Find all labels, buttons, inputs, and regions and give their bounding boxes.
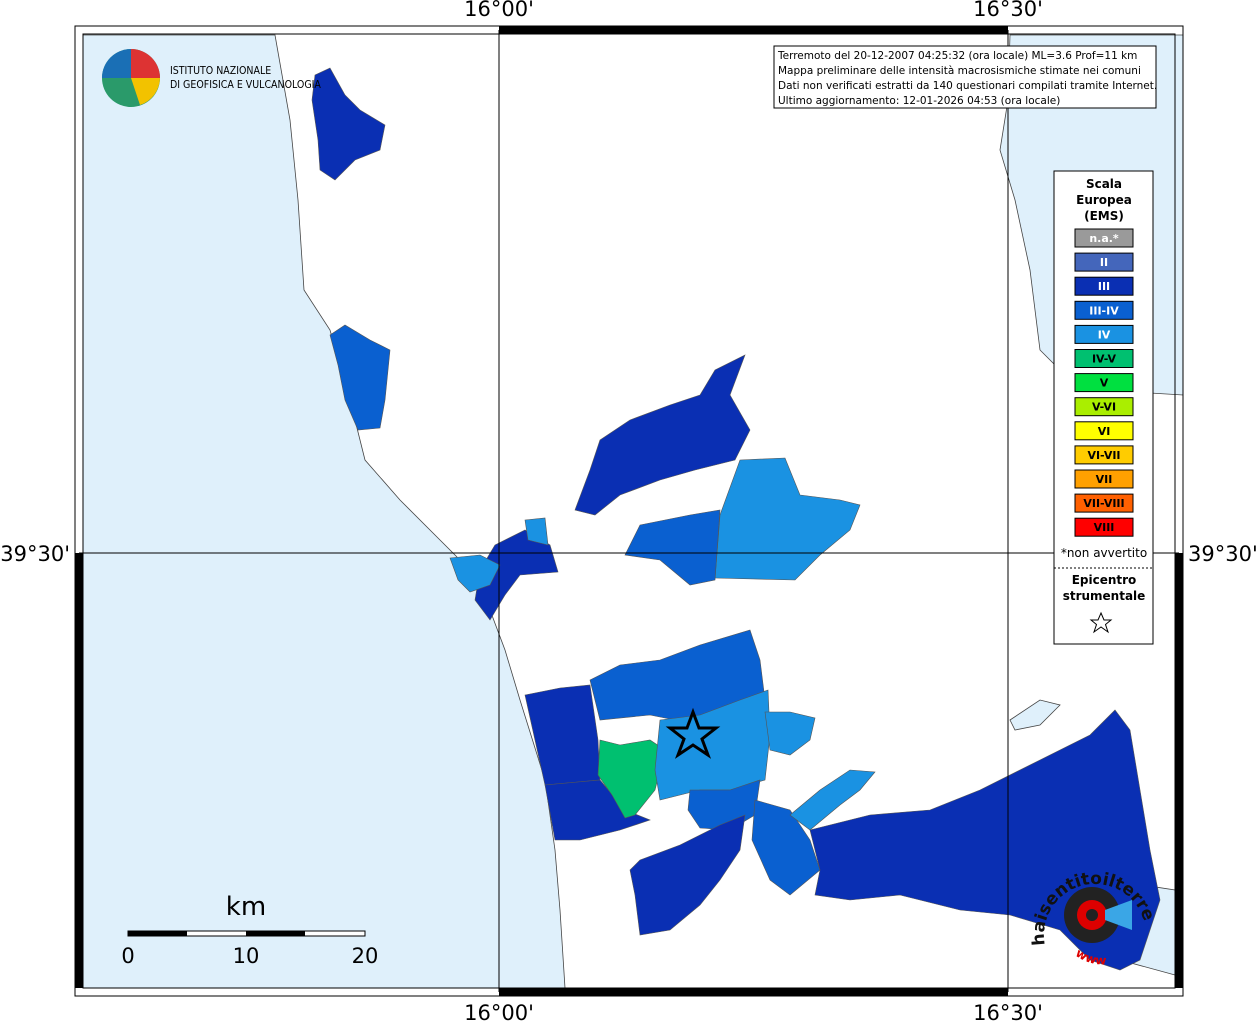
logo-segment	[131, 78, 160, 105]
watermark-target	[1086, 909, 1098, 921]
watermark-horn	[1105, 900, 1132, 930]
frame	[74, 25, 1184, 997]
legend-swatch	[1074, 397, 1134, 417]
legend-star	[1089, 611, 1113, 634]
logo-segment	[131, 49, 160, 78]
legend-label: IV-V	[1092, 353, 1117, 366]
legend-label: III	[1098, 280, 1110, 293]
info-line: Ultimo aggiornamento: 12-01-2026 04:53 (…	[778, 95, 1060, 107]
legend-label: IV	[1098, 328, 1111, 341]
region	[449, 554, 501, 593]
legend-title: Scala	[1086, 177, 1122, 191]
legend-swatch	[1074, 228, 1134, 248]
region	[624, 509, 721, 586]
epicenter	[665, 707, 721, 759]
legend-swatch	[1074, 252, 1134, 272]
info-line: Mappa preliminare delle intensità macros…	[778, 65, 1141, 77]
lat-label: 39°30'	[0, 542, 70, 566]
legend-epicenter: Epicentro	[1072, 573, 1137, 587]
legend: Scala Europea (EMS) *non avvertito Epice…	[1053, 170, 1154, 645]
frame-segment	[499, 988, 1008, 996]
legend-label: VII-VIII	[1083, 497, 1124, 510]
region	[597, 739, 666, 819]
scale-label: 20	[352, 944, 379, 968]
lon-label: 16°00'	[464, 1001, 534, 1024]
legend-label: III-IV	[1089, 304, 1119, 317]
legend-label: II	[1100, 256, 1108, 269]
legend-swatch	[1074, 349, 1134, 368]
lat-label: 39°30'	[1188, 542, 1256, 566]
scale-unit: km	[226, 892, 266, 922]
legend-label: VIII	[1094, 521, 1115, 534]
legend-swatch	[1074, 373, 1134, 393]
lon-label: 16°30'	[973, 0, 1043, 21]
info-line: Dati non verificati estratti da 140 ques…	[778, 80, 1157, 92]
legend-swatch	[1074, 421, 1134, 441]
frame-segment	[499, 26, 1008, 34]
legend-label: VII	[1096, 473, 1113, 486]
legend-label: n.a.*	[1089, 232, 1119, 245]
legend-label: VI-VII	[1087, 449, 1120, 462]
logo-segment	[102, 49, 131, 78]
region	[629, 814, 746, 936]
lon-label: 16°00'	[464, 0, 534, 21]
region	[764, 711, 816, 756]
logo: ISTITUTO NAZIONALE DI GEOFISICA E VULCAN…	[102, 49, 321, 107]
scale-label: 0	[121, 944, 134, 968]
legend-epicenter: strumentale	[1063, 589, 1146, 603]
legend-swatch	[1074, 445, 1134, 465]
scale-segment	[128, 931, 187, 936]
region	[789, 769, 876, 831]
legend-swatch	[1074, 493, 1134, 513]
region	[524, 517, 549, 546]
legend-note: *non avvertito	[1061, 546, 1147, 560]
legend-swatch	[1074, 517, 1134, 537]
legend-swatch	[1074, 276, 1134, 296]
lake	[1009, 699, 1061, 731]
info-line: Terremoto del 20-12-2007 04:25:32 (ora l…	[777, 50, 1137, 62]
scale-segment	[246, 931, 305, 936]
frame-segment	[1175, 553, 1183, 988]
region	[589, 629, 766, 726]
legend-label: V-VI	[1092, 401, 1116, 414]
region	[311, 67, 386, 181]
region	[654, 689, 771, 801]
scale-bar: km 0 10 20	[121, 892, 378, 968]
scale-label: 10	[233, 944, 260, 968]
info-box: Terremoto del 20-12-2007 04:25:32 (ora l…	[773, 45, 1157, 109]
info-frame	[773, 45, 1157, 109]
sea	[82, 34, 566, 989]
legend-swatch	[1074, 469, 1134, 489]
legend-title: (EMS)	[1084, 209, 1124, 223]
logo-text: DI GEOFISICA E VULCANOLOGIA	[170, 79, 321, 91]
legend-label: VI	[1098, 425, 1111, 438]
lon-label: 16°30'	[973, 1001, 1043, 1024]
frame-segment	[75, 553, 83, 988]
legend-swatch	[1074, 300, 1134, 320]
region	[574, 354, 751, 516]
legend-label: V	[1100, 377, 1109, 390]
legend-swatch	[1074, 324, 1134, 344]
legend-title: Europea	[1076, 193, 1132, 207]
region	[544, 779, 651, 841]
logo-text: ISTITUTO NAZIONALE	[170, 65, 271, 77]
region	[329, 324, 391, 431]
